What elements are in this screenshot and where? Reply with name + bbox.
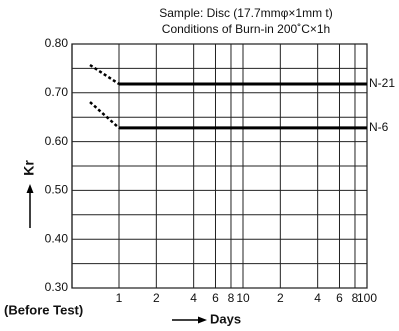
x-tick-label: 2 (277, 291, 284, 305)
x-tick-label: 8 (352, 291, 359, 305)
y-tick-label: 0.50 (45, 183, 69, 197)
x-tick-label: 4 (190, 291, 197, 305)
x-tick-label: 6 (336, 291, 343, 305)
y-tick-label: 0.60 (45, 134, 69, 148)
x-tick-label: 1 (116, 291, 123, 305)
x-tick-label: 8 (228, 291, 235, 305)
x-tick-label: 100 (357, 291, 377, 305)
before-test-line (89, 63, 120, 86)
y-tick-label: 0.80 (45, 36, 69, 50)
y-tick-label: 0.70 (45, 85, 69, 99)
y-axis-label: Kr (21, 160, 37, 176)
chart-title: Sample: Disc (17.7mmφ×1mm t) (159, 6, 332, 20)
y-tick-label: 0.30 (45, 280, 69, 294)
x-tick-label: 4 (314, 291, 321, 305)
x-tick-label: 6 (212, 291, 219, 305)
x-axis-label: Days (210, 311, 241, 326)
before-test-line (89, 101, 120, 129)
series-label: N-6 (369, 120, 389, 134)
x-tick-label: 2 (153, 291, 160, 305)
y-tick-label: 0.40 (45, 231, 69, 245)
x-arrow (172, 316, 207, 324)
x-tick-label: 10 (236, 291, 250, 305)
series-label: N-21 (369, 76, 395, 90)
chart-subtitle: Conditions of Burn-in 200˚C×1h (162, 22, 330, 36)
y-arrow (26, 184, 34, 228)
before-test-label: (Before Test) (4, 302, 83, 317)
